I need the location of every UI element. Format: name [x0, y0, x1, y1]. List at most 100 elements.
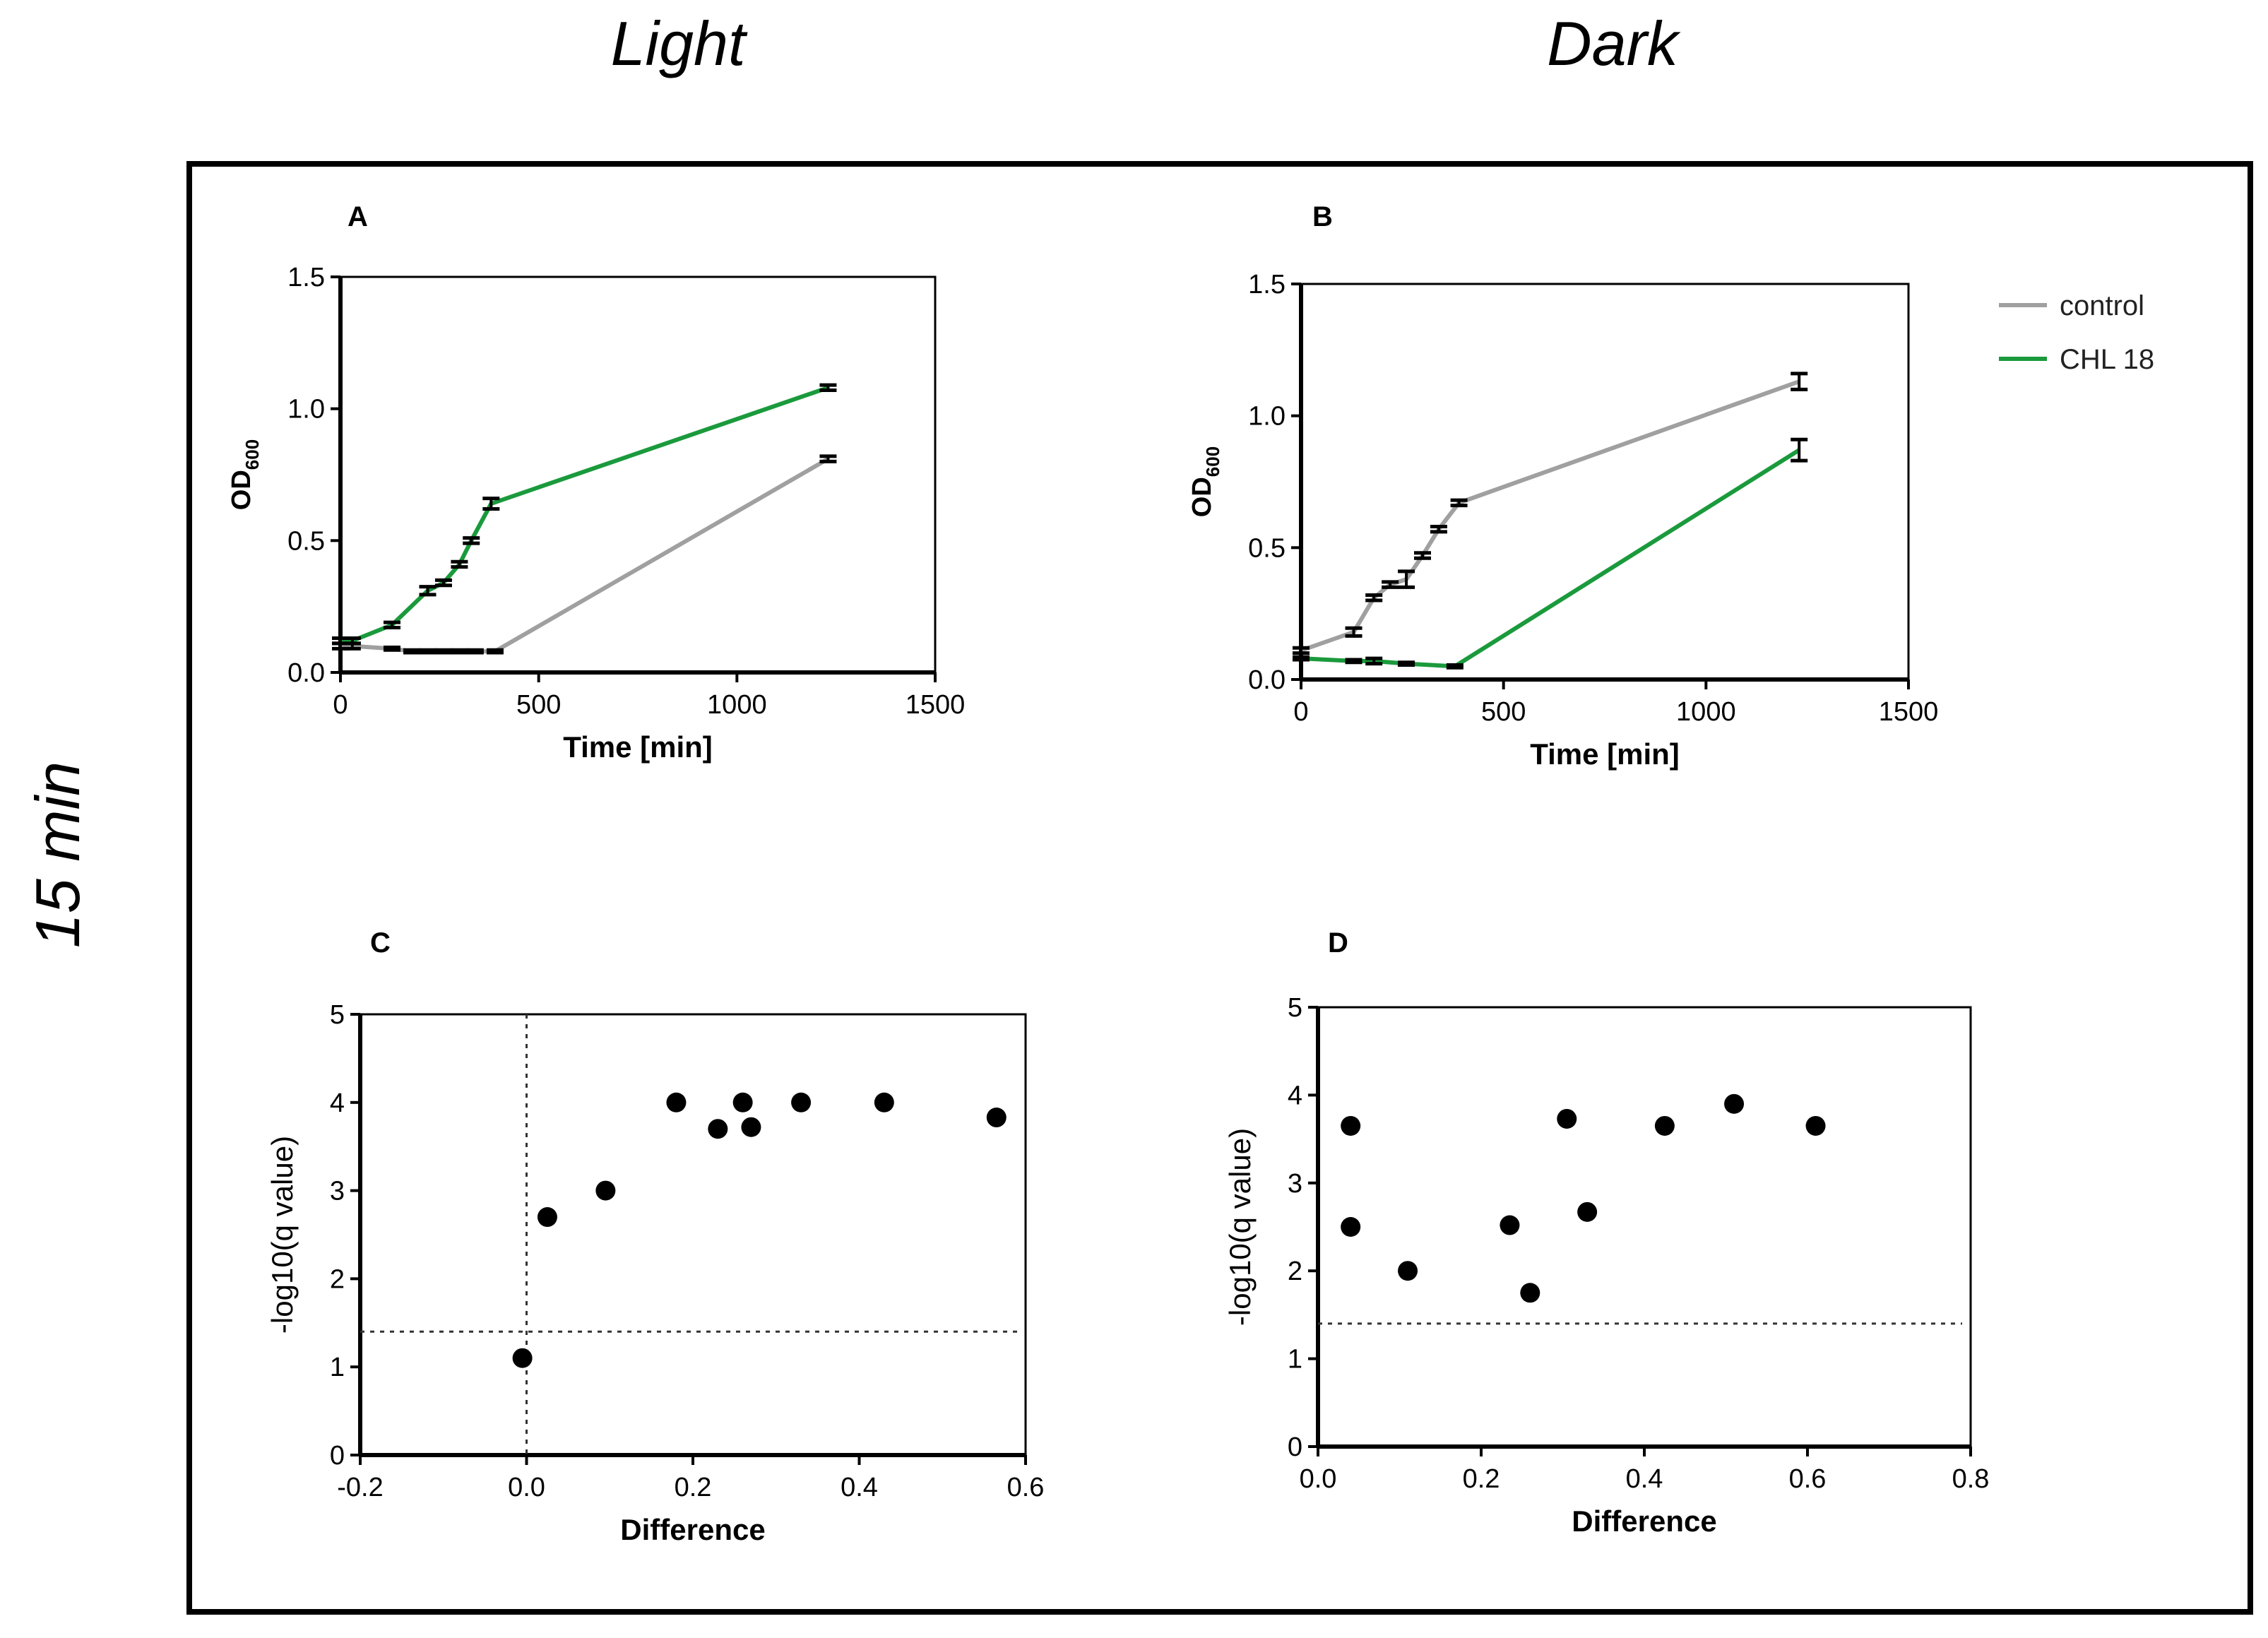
data-point	[741, 1117, 761, 1137]
y-tick-label: 0.0	[287, 658, 325, 688]
outer-frame	[186, 161, 2253, 1615]
data-point-errorbar	[1293, 646, 1310, 655]
plot-frame	[1317, 1006, 1972, 1448]
plot-frame	[1300, 283, 1910, 681]
y-tick-label: 0.0	[1248, 665, 1286, 695]
data-point	[1341, 1217, 1361, 1237]
x-tick-label: 1000	[707, 690, 767, 720]
x-tick-label: 0.0	[1300, 1464, 1337, 1494]
x-axis-label: Time [min]	[1530, 737, 1680, 771]
y-tick-label: 0.5	[287, 526, 325, 556]
y-axis-label-main: OD	[1187, 477, 1217, 517]
data-point	[1654, 1115, 1675, 1136]
plot-frame	[359, 1013, 1027, 1456]
panel-d: D 0.0 0.2 0.4 0.6 0.8 0 1 2 3 4 5 Difference -log10(q…	[1223, 927, 1989, 1538]
data-point-errorbar	[383, 646, 400, 652]
y-tick-label: 3	[1288, 1169, 1302, 1199]
legend-label-control: control	[2060, 290, 2144, 321]
data-point	[595, 1180, 616, 1201]
data-point	[1520, 1283, 1540, 1303]
x-tick-label: 1000	[1676, 697, 1736, 727]
y-axis-label: -log10(q value)	[266, 1136, 299, 1334]
x-tick-label: 0.4	[1626, 1464, 1663, 1494]
y-tick-label: 5	[330, 1000, 345, 1030]
y-axis-label-subscript: 600	[242, 439, 263, 470]
data-point-errorbar	[463, 536, 480, 545]
data-point	[986, 1108, 1007, 1128]
data-point-errorbar	[1398, 569, 1415, 589]
x-tick-label: -0.2	[337, 1473, 383, 1502]
legend-label-chl18: CHL 18	[2060, 344, 2154, 375]
y-axis-label: OD600	[1187, 446, 1223, 517]
data-point-errorbar	[1446, 663, 1463, 670]
x-tick-label: 1500	[906, 690, 966, 720]
x-tick-label: 0.2	[1463, 1464, 1500, 1494]
y-axis-label-main: OD	[227, 470, 256, 510]
y-axis-label-subscript: 600	[1202, 446, 1223, 477]
data-point	[708, 1119, 728, 1139]
series-line-chl18	[1300, 448, 1800, 669]
data-point-errorbar	[1365, 593, 1383, 603]
y-tick-label: 3	[330, 1177, 345, 1206]
x-tick-label: 500	[516, 690, 561, 720]
x-tick-label: 0.6	[1789, 1464, 1827, 1494]
y-tick-label: 0	[1288, 1432, 1302, 1462]
data-point	[666, 1092, 687, 1112]
y-tick-label: 4	[1288, 1081, 1302, 1110]
x-tick-label: 0.0	[508, 1473, 545, 1502]
y-tick-label: 1	[330, 1353, 345, 1382]
x-tick-label: 0.6	[1007, 1473, 1045, 1502]
data-point	[537, 1207, 557, 1228]
data-point	[1557, 1108, 1577, 1129]
x-tick-label: 0.8	[1952, 1464, 1990, 1494]
data-point-errorbar	[451, 559, 468, 569]
data-point-errorbar	[482, 497, 500, 511]
row-header-15-min: 15 min	[23, 761, 93, 948]
y-tick-label: 1	[1288, 1345, 1302, 1375]
data-point	[1577, 1201, 1598, 1222]
data-point	[1724, 1093, 1745, 1114]
x-axis-label: Difference	[620, 1513, 765, 1546]
data-point-errorbar	[1430, 524, 1447, 534]
data-point-errorbar	[1791, 372, 1808, 391]
y-tick-label: 1.5	[1248, 270, 1286, 299]
data-point	[512, 1348, 533, 1368]
panel-label: C	[370, 927, 391, 959]
panel-c: C -0.2 0.0 0.2 0.4 0.6 0 1 2 3 4 5 Difference -log10(…	[266, 927, 1044, 1546]
data-point-errorbar	[1345, 658, 1362, 665]
data-point-errorbar	[1365, 656, 1383, 666]
data-point-errorbar	[419, 648, 437, 655]
data-point-errorbar	[434, 648, 452, 655]
y-axis-label: OD600	[227, 439, 263, 510]
x-tick-label: 0	[1293, 697, 1308, 727]
data-point-errorbar	[343, 636, 361, 646]
y-tick-label: 2	[330, 1264, 345, 1294]
x-tick-label: 1500	[1879, 697, 1939, 727]
data-point-errorbar	[1382, 580, 1399, 589]
data-point	[1398, 1261, 1418, 1281]
y-tick-label: 2	[1288, 1257, 1302, 1286]
data-point-errorbar	[451, 648, 468, 655]
data-point	[1341, 1115, 1361, 1136]
data-point	[791, 1092, 812, 1112]
data-point	[1500, 1215, 1520, 1235]
data-point-errorbar	[403, 648, 421, 655]
data-point	[874, 1092, 894, 1112]
data-point-errorbar	[434, 578, 452, 588]
data-point-errorbar	[1398, 660, 1415, 667]
y-tick-label: 0.5	[1248, 533, 1286, 563]
y-tick-label: 1.5	[287, 263, 325, 292]
panel-label: D	[1328, 927, 1348, 959]
panel-b: B 0 500 1000 1500 0.0 0.5 1.0 1.5 Time [min] OD600	[1187, 201, 1938, 771]
x-tick-label: 0.2	[675, 1473, 712, 1502]
data-point-errorbar	[1414, 551, 1431, 560]
data-point	[1805, 1115, 1826, 1136]
data-point	[732, 1092, 753, 1112]
plot-frame	[339, 275, 937, 674]
data-point-errorbar	[486, 648, 504, 655]
panel-label: B	[1312, 201, 1333, 232]
data-point-errorbar	[819, 383, 837, 393]
data-point-errorbar	[1450, 498, 1468, 508]
series-line-control	[1300, 379, 1800, 653]
